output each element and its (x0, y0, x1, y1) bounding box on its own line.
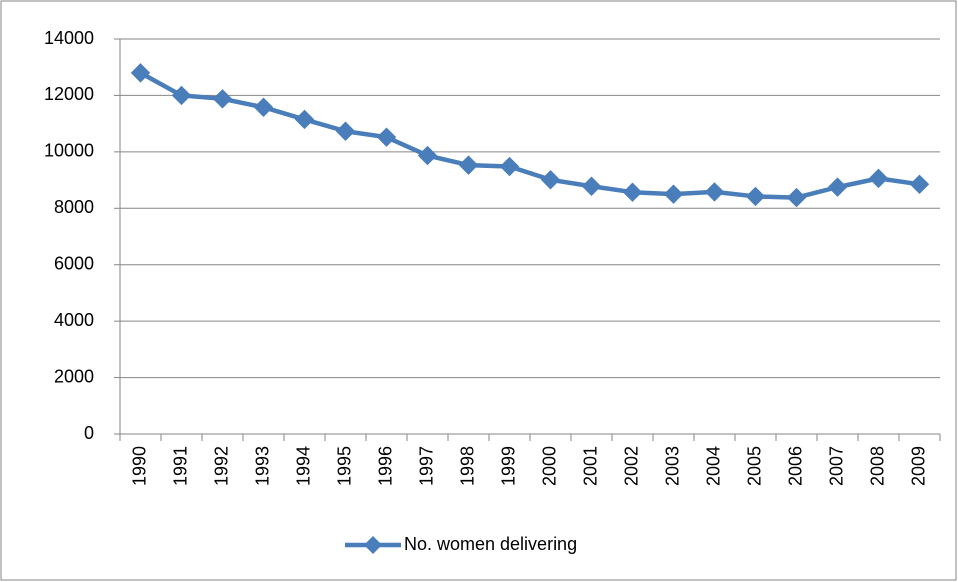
data-point (540, 170, 561, 190)
y-tick-label: 0 (84, 423, 94, 443)
data-point (376, 127, 397, 147)
y-tick-label: 10000 (44, 141, 94, 161)
data-point (909, 174, 930, 195)
data-point (745, 186, 766, 207)
data-point (663, 184, 684, 204)
data-point (622, 182, 643, 202)
x-tick-label: 2001 (580, 446, 600, 486)
y-tick-label: 8000 (54, 197, 94, 217)
data-point (458, 155, 479, 175)
y-tick-label: 14000 (44, 28, 94, 48)
data-point (130, 63, 151, 83)
y-tick-label: 6000 (54, 253, 94, 273)
data-point (212, 89, 233, 109)
x-tick-label: 1996 (375, 446, 395, 486)
y-tick-label: 12000 (44, 84, 94, 104)
data-point (786, 187, 807, 208)
x-tick-label: 2006 (785, 446, 805, 486)
x-tick-label: 1993 (252, 446, 272, 486)
x-tick-label: 2002 (621, 446, 641, 486)
x-tick-label: 2004 (703, 446, 723, 486)
x-tick-label: 1999 (498, 446, 518, 486)
data-point (581, 176, 602, 196)
x-tick-label: 1992 (211, 446, 231, 486)
x-tick-label: 2005 (744, 446, 764, 486)
y-tick-label: 2000 (54, 366, 94, 386)
x-tick-label: 1997 (416, 446, 436, 486)
x-tick-label: 1995 (334, 446, 354, 486)
x-tick-label: 2009 (908, 446, 928, 486)
x-tick-label: 1991 (170, 446, 190, 486)
data-point (294, 109, 315, 130)
x-tick-label: 1990 (129, 446, 149, 486)
data-point (171, 85, 192, 106)
x-tick-label: 1994 (293, 446, 313, 486)
x-tick-label: 2008 (867, 446, 887, 486)
data-point (253, 97, 274, 117)
data-point (499, 156, 520, 177)
data-point (704, 182, 725, 202)
data-point (868, 168, 889, 189)
x-tick-label: 2003 (662, 446, 682, 486)
x-tick-label: 2000 (539, 446, 559, 486)
legend-marker (364, 536, 382, 554)
data-point (827, 177, 848, 197)
data-point (417, 145, 438, 166)
y-tick-label: 4000 (54, 310, 94, 330)
data-point (335, 121, 356, 141)
x-tick-label: 1998 (457, 446, 477, 486)
x-tick-label: 2007 (826, 446, 846, 486)
legend-label: No. women delivering (404, 534, 577, 554)
